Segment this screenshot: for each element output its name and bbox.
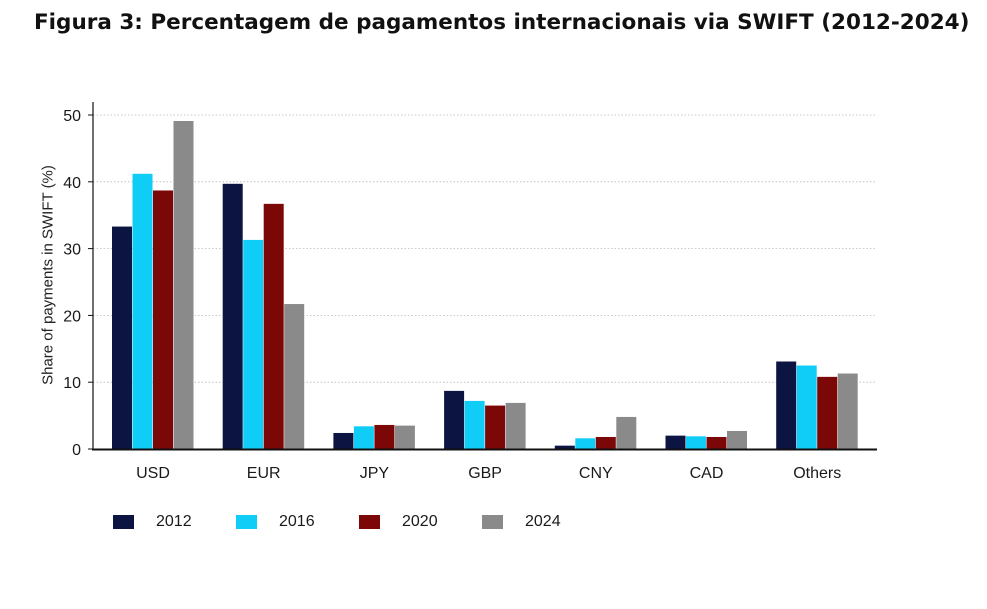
- bar-cad-2012: [665, 435, 686, 449]
- x-tick-label: CNY: [579, 465, 613, 482]
- y-axis-title: Share of payments in SWIFT (%): [39, 165, 57, 385]
- x-tick-label: JPY: [360, 465, 390, 482]
- bar-usd-2012: [112, 226, 132, 449]
- legend-swatch: [359, 515, 380, 529]
- bar-usd-2024: [173, 121, 194, 450]
- tick-labels: 0 10 20 30 40 50 USD EUR JPY GBP CNY CAD Others: [63, 108, 841, 482]
- bar-jpy-2024: [394, 425, 415, 449]
- bar-gbp-2020: [485, 405, 506, 449]
- bar-cny-2020: [595, 436, 616, 449]
- bar-others-2020: [817, 376, 838, 449]
- bar-cny-2024: [616, 416, 637, 449]
- bar-cad-2016: [686, 436, 706, 449]
- y-tick-label: 20: [63, 308, 81, 325]
- bar-eur-2012: [222, 183, 243, 449]
- legend-label: 2024: [525, 513, 561, 530]
- y-tick-label: 40: [63, 175, 81, 192]
- legend: 2012 2016 2020 2024: [113, 513, 605, 531]
- legend-item-2012: 2012: [113, 513, 236, 531]
- bar-eur-2016: [243, 239, 264, 449]
- y-tick-label: 10: [63, 375, 81, 392]
- bar-eur-2020: [263, 203, 284, 449]
- bar-others-2024: [837, 373, 858, 449]
- x-tick-label: CAD: [690, 465, 724, 482]
- bar-cad-2024: [727, 430, 747, 449]
- legend-item-2016: 2016: [236, 513, 359, 531]
- y-tick-label: 0: [72, 442, 81, 459]
- legend-item-2024: 2024: [482, 513, 605, 531]
- legend-swatch: [236, 515, 257, 529]
- bar-cny-2016: [575, 438, 596, 449]
- legend-swatch: [113, 515, 134, 529]
- bar-cny-2012: [554, 445, 575, 449]
- bar-gbp-2016: [464, 400, 485, 449]
- bar-gbp-2012: [444, 390, 465, 449]
- x-tick-label: USD: [136, 465, 170, 482]
- legend-label: 2020: [402, 513, 438, 530]
- bars: [112, 121, 858, 450]
- y-tick-label: 50: [63, 108, 81, 125]
- bar-eur-2024: [284, 304, 305, 449]
- bar-usd-2020: [153, 190, 173, 449]
- x-tick-label: GBP: [468, 465, 502, 482]
- bar-usd-2016: [132, 173, 153, 449]
- bar-jpy-2012: [333, 432, 354, 449]
- y-tick-label: 30: [63, 242, 81, 259]
- legend-label: 2012: [156, 513, 192, 530]
- gridlines: [93, 114, 877, 383]
- bar-cad-2020: [706, 436, 727, 449]
- bar-others-2012: [776, 361, 797, 449]
- x-tick-label: Others: [793, 465, 841, 482]
- bar-jpy-2016: [353, 426, 374, 449]
- bar-gbp-2024: [505, 402, 526, 449]
- legend-item-2020: 2020: [359, 513, 482, 531]
- x-tick-label: EUR: [247, 465, 281, 482]
- bar-jpy-2020: [374, 424, 395, 449]
- chart-title: Figura 3: Percentagem de pagamentos inte…: [34, 10, 970, 35]
- bar-others-2016: [796, 365, 817, 449]
- axes: [88, 102, 877, 451]
- legend-swatch: [482, 515, 503, 529]
- legend-label: 2016: [279, 513, 315, 530]
